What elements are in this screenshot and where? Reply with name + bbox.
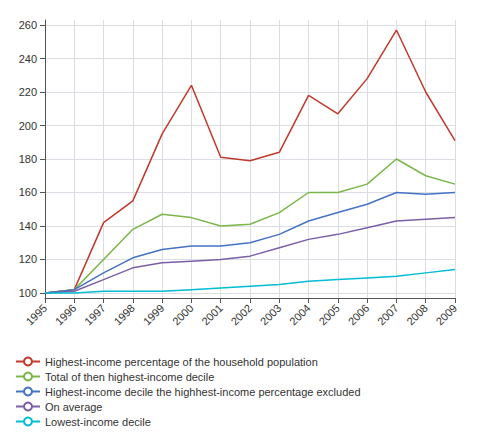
svg-text:Highest-income percentage of t: Highest-income percentage of the househo… [45, 356, 318, 368]
svg-text:100: 100 [19, 287, 37, 299]
svg-text:140: 140 [19, 220, 37, 232]
svg-text:240: 240 [19, 53, 37, 65]
svg-text:200: 200 [19, 120, 37, 132]
svg-text:2009: 2009 [433, 302, 459, 328]
svg-text:2005: 2005 [316, 302, 342, 328]
svg-text:2006: 2006 [346, 302, 372, 328]
svg-text:1996: 1996 [53, 302, 79, 328]
svg-text:2004: 2004 [287, 302, 313, 328]
svg-text:2003: 2003 [258, 302, 284, 328]
svg-text:Highest-income decile the high: Highest-income decile the highhest-incom… [45, 386, 361, 398]
svg-text:180: 180 [19, 153, 37, 165]
svg-text:2007: 2007 [375, 302, 401, 328]
svg-text:120: 120 [19, 253, 37, 265]
svg-text:1997: 1997 [82, 302, 108, 328]
svg-text:2002: 2002 [228, 302, 254, 328]
svg-text:1999: 1999 [141, 302, 167, 328]
svg-text:2000: 2000 [170, 302, 196, 328]
svg-text:2008: 2008 [404, 302, 430, 328]
svg-text:2001: 2001 [199, 302, 225, 328]
svg-text:1995: 1995 [23, 302, 49, 328]
svg-text:Lowest-income decile: Lowest-income decile [45, 416, 151, 428]
svg-text:220: 220 [19, 86, 37, 98]
svg-text:On average: On average [45, 401, 102, 413]
svg-text:1998: 1998 [111, 302, 137, 328]
svg-text:Total of then highest-income d: Total of then highest-income decile [45, 371, 214, 383]
svg-text:160: 160 [19, 186, 37, 198]
svg-text:260: 260 [19, 19, 37, 31]
